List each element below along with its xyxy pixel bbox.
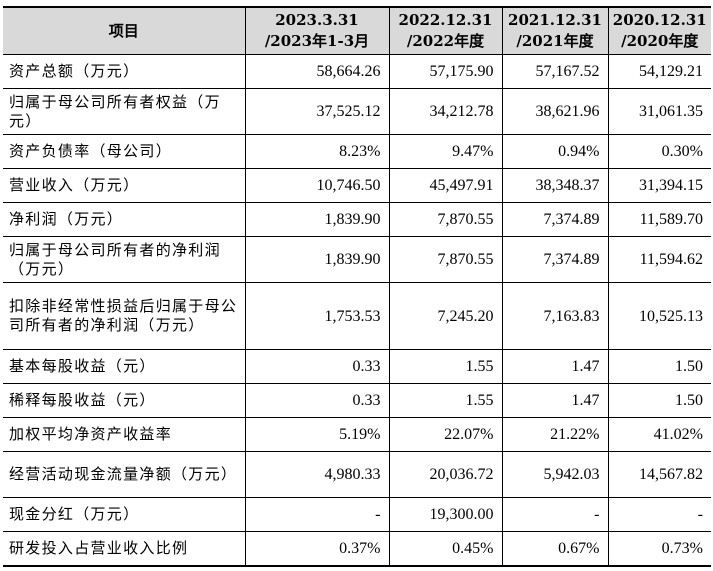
- row-label: 归属于母公司所有者权益（万元）: [3, 88, 246, 135]
- header-2020: 2020.12.31/2020年度: [607, 7, 711, 55]
- cell-value: 19,300.00: [388, 497, 503, 532]
- cell-value: 1,839.90: [244, 202, 390, 237]
- cell-value: 41.02%: [607, 417, 711, 452]
- cell-value: 38,621.96: [501, 88, 609, 135]
- header-2022: 2022.12.31/2022年度: [388, 7, 503, 55]
- cell-value: 45,497.91: [388, 168, 503, 203]
- cell-value: -: [244, 497, 390, 532]
- cell-value: 20,036.72: [388, 451, 503, 498]
- table-row: 加权平均净资产收益率 5.19% 22.07% 21.22% 41.02%: [3, 417, 711, 452]
- cell-value: 1.47: [501, 383, 609, 418]
- cell-value: 1,753.53: [244, 282, 390, 350]
- row-label: 资产总额（万元）: [3, 54, 246, 89]
- cell-value: 21.22%: [501, 417, 609, 452]
- cell-value: 0.73%: [607, 531, 711, 567]
- table-row: 归属于母公司所有者的净利润（万元） 1,839.90 7,870.55 7,37…: [3, 236, 711, 283]
- table-row: 资产总额（万元） 58,664.26 57,175.90 57,167.52 5…: [3, 54, 711, 89]
- table-row: 营业收入（万元） 10,746.50 45,497.91 38,348.37 3…: [3, 168, 711, 203]
- cell-value: 1.50: [607, 383, 711, 418]
- row-label: 资产负债率（母公司）: [3, 134, 246, 169]
- cell-value: 1.47: [501, 349, 609, 384]
- cell-value: 31,394.15: [607, 168, 711, 203]
- table-row: 资产负债率（母公司） 8.23% 9.47% 0.94% 0.30%: [3, 134, 711, 169]
- row-label: 营业收入（万元）: [3, 168, 246, 203]
- row-label: 现金分红（万元）: [3, 497, 246, 532]
- cell-value: 1.55: [388, 383, 503, 418]
- cell-value: 7,374.89: [501, 202, 609, 237]
- row-label: 净利润（万元）: [3, 202, 246, 237]
- cell-value: 7,374.89: [501, 236, 609, 283]
- table-row: 扣除非经常性损益后归属于母公司所有者的净利润（万元） 1,753.53 7,24…: [3, 282, 711, 350]
- row-label: 加权平均净资产收益率: [3, 417, 246, 452]
- cell-value: 9.47%: [388, 134, 503, 169]
- table-row: 净利润（万元） 1,839.90 7,870.55 7,374.89 11,58…: [3, 202, 711, 237]
- cell-value: 1,839.90: [244, 236, 390, 283]
- row-label: 扣除非经常性损益后归属于母公司所有者的净利润（万元）: [3, 282, 246, 350]
- cell-value: 10,746.50: [244, 168, 390, 203]
- table-row: 研发投入占营业收入比例 0.37% 0.45% 0.67% 0.73%: [3, 531, 711, 567]
- cell-value: 1.50: [607, 349, 711, 384]
- table-header: 项目 2023.3.31/2023年1-3月 2022.12.31/2022年度…: [3, 7, 711, 55]
- header-2023q1: 2023.3.31/2023年1-3月: [244, 7, 390, 55]
- cell-value: 0.94%: [501, 134, 609, 169]
- financial-indicators-table: 项目 2023.3.31/2023年1-3月 2022.12.31/2022年度…: [3, 6, 711, 567]
- cell-value: 0.30%: [607, 134, 711, 169]
- row-label: 稀释每股收益（元）: [3, 383, 246, 418]
- table-row: 归属于母公司所有者权益（万元） 37,525.12 34,212.78 38,6…: [3, 88, 711, 135]
- cell-value: 0.33: [244, 349, 390, 384]
- row-label: 归属于母公司所有者的净利润（万元）: [3, 236, 246, 283]
- cell-value: 57,167.52: [501, 54, 609, 89]
- cell-value: 5,942.03: [501, 451, 609, 498]
- cell-value: 58,664.26: [244, 54, 390, 89]
- table-body: 资产总额（万元） 58,664.26 57,175.90 57,167.52 5…: [3, 54, 711, 567]
- cell-value: 0.67%: [501, 531, 609, 567]
- cell-value: 7,870.55: [388, 236, 503, 283]
- cell-value: 14,567.82: [607, 451, 711, 498]
- cell-value: 11,589.70: [607, 202, 711, 237]
- cell-value: 8.23%: [244, 134, 390, 169]
- cell-value: 7,163.83: [501, 282, 609, 350]
- cell-value: 57,175.90: [388, 54, 503, 89]
- cell-value: 37,525.12: [244, 88, 390, 135]
- cell-value: 34,212.78: [388, 88, 503, 135]
- table-row: 稀释每股收益（元） 0.33 1.55 1.47 1.50: [3, 383, 711, 418]
- cell-value: 10,525.13: [607, 282, 711, 350]
- cell-value: 7,245.20: [388, 282, 503, 350]
- cell-value: 38,348.37: [501, 168, 609, 203]
- cell-value: 11,594.62: [607, 236, 711, 283]
- header-row: 项目 2023.3.31/2023年1-3月 2022.12.31/2022年度…: [3, 7, 711, 55]
- cell-value: -: [607, 497, 711, 532]
- financial-table-container: 项目 2023.3.31/2023年1-3月 2022.12.31/2022年度…: [0, 6, 713, 567]
- table-row: 现金分红（万元） - 19,300.00 - -: [3, 497, 711, 532]
- cell-value: 1.55: [388, 349, 503, 384]
- cell-value: -: [501, 497, 609, 532]
- header-2021: 2021.12.31/2021年度: [501, 7, 609, 55]
- cell-value: 0.33: [244, 383, 390, 418]
- cell-value: 0.37%: [244, 531, 390, 567]
- cell-value: 54,129.21: [607, 54, 711, 89]
- cell-value: 5.19%: [244, 417, 390, 452]
- table-row: 经营活动现金流量净额（万元） 4,980.33 20,036.72 5,942.…: [3, 451, 711, 498]
- cell-value: 7,870.55: [388, 202, 503, 237]
- cell-value: 4,980.33: [244, 451, 390, 498]
- header-item: 项目: [3, 7, 246, 55]
- table-row: 基本每股收益（元） 0.33 1.55 1.47 1.50: [3, 349, 711, 384]
- row-label: 研发投入占营业收入比例: [3, 531, 246, 567]
- cell-value: 31,061.35: [607, 88, 711, 135]
- cell-value: 0.45%: [388, 531, 503, 567]
- row-label: 经营活动现金流量净额（万元）: [3, 451, 246, 498]
- cell-value: 22.07%: [388, 417, 503, 452]
- row-label: 基本每股收益（元）: [3, 349, 246, 384]
